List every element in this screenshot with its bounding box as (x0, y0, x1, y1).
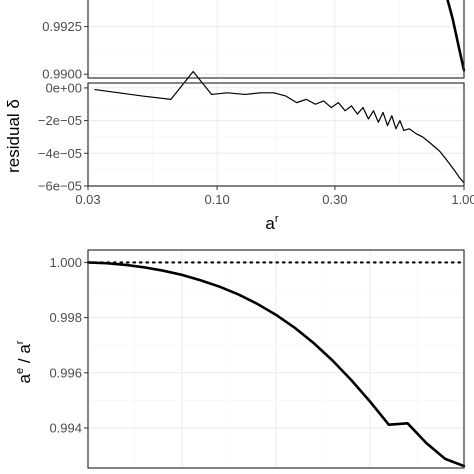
panel-bottom: 0.994 0.996 0.998 1.000 (49, 249, 466, 469)
grid (87, 0, 465, 78)
y-tick-label: −6e−05 (38, 179, 82, 194)
top-xlabel-base: a (265, 214, 275, 233)
y-tick-label: 0.998 (49, 310, 82, 325)
x-tick-label: 0.10 (204, 192, 229, 207)
grid (87, 83, 465, 187)
grid (87, 250, 465, 468)
x-tick-label: 0.30 (322, 192, 347, 207)
x-tick-label: 1.00 (451, 192, 474, 207)
panel-frame (87, 249, 465, 469)
bottom-ylabel-mid: / a (15, 344, 34, 368)
y-tick-label: −2e−05 (38, 113, 82, 128)
y-tick-label: 0.9925 (42, 19, 82, 34)
bottom-ylabel-sup1: e (14, 368, 26, 374)
top-ylabel: residual δ (4, 99, 23, 173)
y-tick-label: −4e−05 (38, 146, 82, 161)
bottom-ylabel: ae / ar (14, 340, 34, 383)
y-tick-label: 0.9900 (42, 67, 82, 82)
top-xlabel-sup: r (275, 213, 279, 225)
y-tick-label: 0e+00 (45, 80, 82, 95)
panel-frame (87, 82, 465, 187)
series-line-0 (94, 70, 465, 184)
bottom-ylabel-a: a (15, 373, 34, 383)
y-tick-label: 1.000 (49, 255, 82, 270)
series-line-0 (446, 0, 466, 72)
series-line-0 (86, 261, 466, 468)
axis-labels: residual δ ar ae / ar (4, 99, 279, 383)
panel-top-upper: 0.9900 0.9925 (42, 0, 466, 82)
panel-top-lower: 0e+00 −2e−05 −4e−05 −6e−050.03 0.10 0.30 1.00 (38, 70, 474, 207)
y-tick-label: 0.996 (49, 365, 82, 380)
y-tick-label: 0.994 (49, 420, 82, 435)
top-xlabel: ar (265, 213, 278, 233)
panel-frame (87, 0, 465, 79)
bottom-ylabel-sup2: r (14, 340, 26, 344)
x-tick-label: 0.03 (75, 192, 100, 207)
